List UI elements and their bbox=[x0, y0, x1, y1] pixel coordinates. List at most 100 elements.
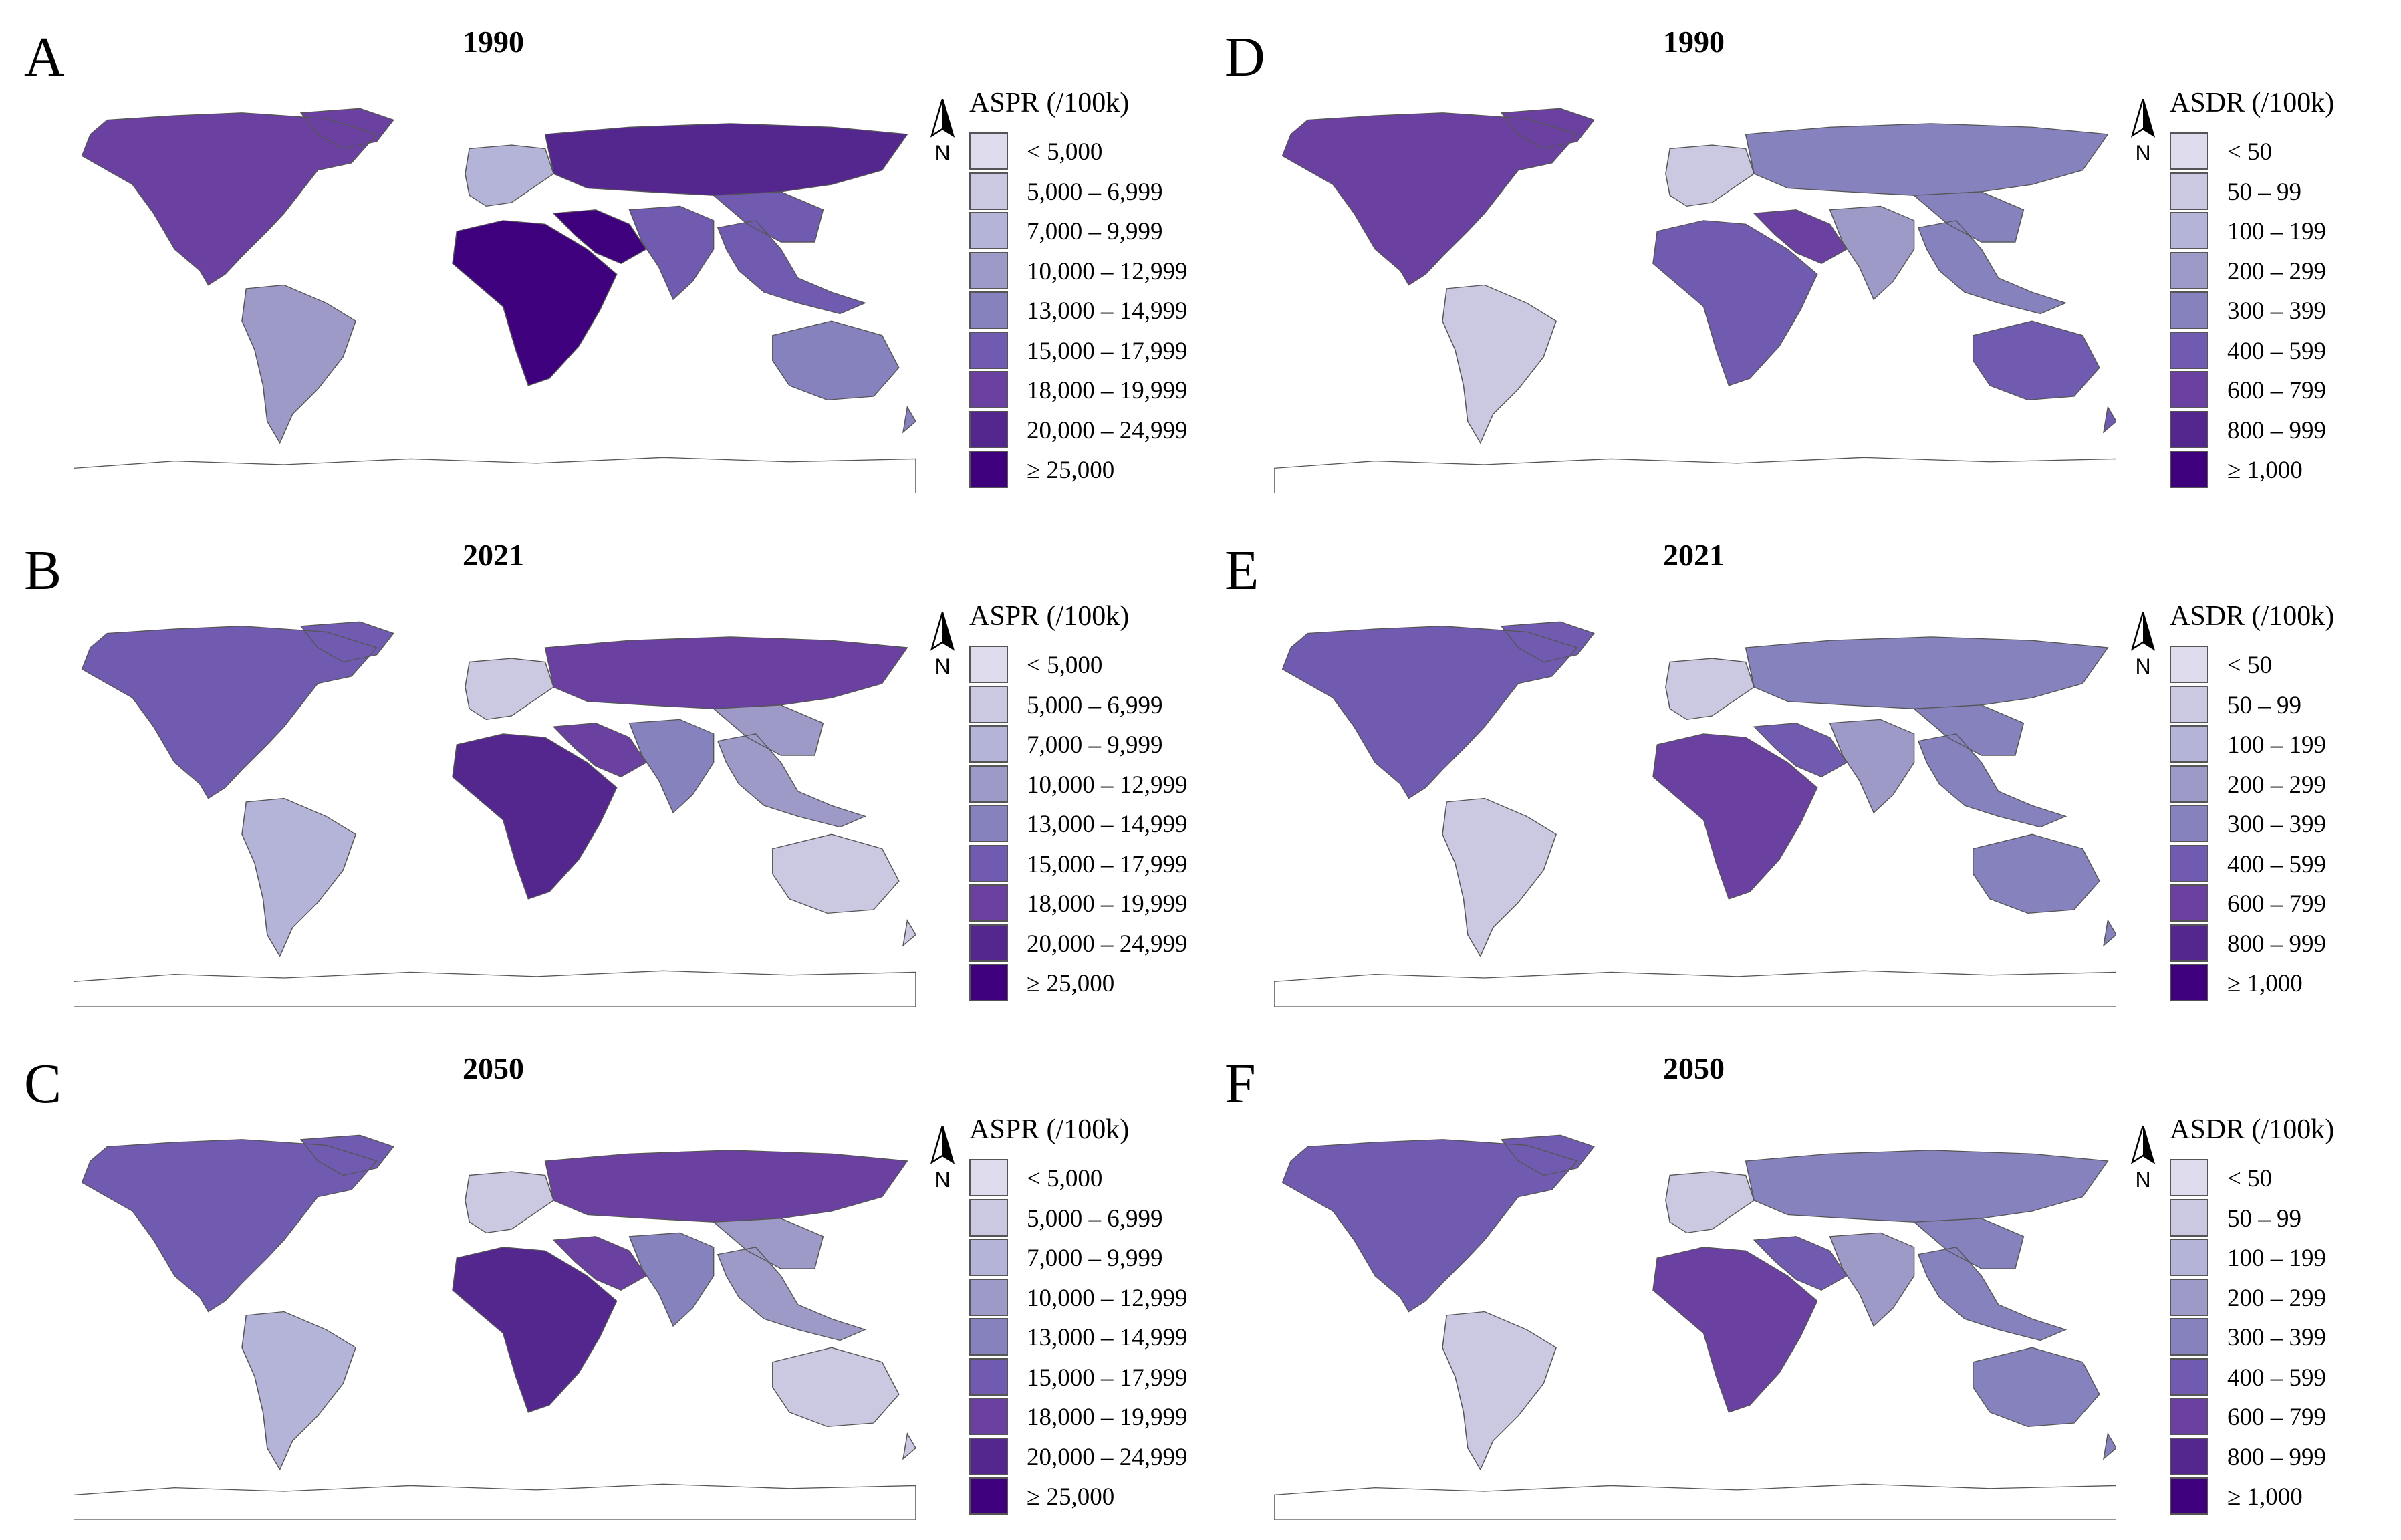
legend-swatch bbox=[2170, 212, 2208, 249]
north-arrow-icon: N bbox=[930, 612, 955, 678]
legend-item: 15,000 – 17,999 bbox=[969, 844, 1196, 884]
region-oceania bbox=[772, 833, 916, 947]
region-oceania bbox=[1973, 1347, 2116, 1460]
legend-label: 20,000 – 24,999 bbox=[1027, 930, 1188, 958]
legend-item: < 50 bbox=[2170, 1159, 2397, 1198]
legend-swatch bbox=[2170, 1398, 2208, 1435]
legend-swatch bbox=[2170, 964, 2208, 1001]
region-africa bbox=[452, 220, 618, 386]
region-europe bbox=[1665, 658, 1755, 721]
region-antarctica bbox=[74, 970, 916, 1007]
legend-label: 7,000 – 9,999 bbox=[1027, 1245, 1163, 1272]
panel-label: E bbox=[1225, 539, 1259, 602]
legend: ASPR (/100k) < 5,000 5,000 – 6,999 7,000 – … bbox=[969, 600, 1196, 1001]
legend-label: < 5,000 bbox=[1027, 652, 1103, 679]
legend: ASPR (/100k) < 5,000 5,000 – 6,999 7,000 – … bbox=[969, 1114, 1196, 1515]
legend-swatch bbox=[969, 251, 1008, 289]
legend-item: 10,000 – 12,999 bbox=[969, 1278, 1196, 1317]
north-arrow-icon: N bbox=[2130, 1126, 2156, 1192]
region-south-america bbox=[241, 1311, 356, 1471]
north-arrow-fill bbox=[942, 1126, 953, 1162]
legend: ASDR (/100k) < 50 50 – 99 100 – 199 200 – 29… bbox=[2170, 87, 2397, 488]
legend-swatch bbox=[969, 1239, 1008, 1276]
legend-item: ≥ 25,000 bbox=[969, 964, 1196, 1003]
legend-item: 200 – 299 bbox=[2170, 1278, 2397, 1317]
legend-swatch bbox=[969, 410, 1008, 448]
region-oceania bbox=[1973, 320, 2116, 434]
region-africa bbox=[452, 733, 618, 900]
region-southeast-asia bbox=[1912, 1218, 2067, 1341]
region-europe bbox=[1665, 1171, 1755, 1234]
legend-item: 100 – 199 bbox=[2170, 725, 2397, 764]
legend: ASDR (/100k) < 50 50 – 99 100 – 199 200 – 29… bbox=[2170, 600, 2397, 1001]
legend-item: ≥ 1,000 bbox=[2170, 964, 2397, 1003]
region-middle-east bbox=[552, 1236, 647, 1291]
legend-swatch bbox=[969, 1477, 1008, 1515]
region-europe bbox=[1665, 144, 1755, 207]
region-antarctica bbox=[74, 457, 916, 493]
legend-label: 50 – 99 bbox=[2227, 1204, 2301, 1233]
legend-item: 7,000 – 9,999 bbox=[969, 725, 1196, 764]
region-north-america bbox=[81, 621, 394, 799]
region-middle-east bbox=[1753, 1236, 1848, 1291]
legend-swatch bbox=[969, 291, 1008, 329]
north-arrow-fill bbox=[2143, 1126, 2154, 1162]
legend-item: 400 – 599 bbox=[2170, 331, 2397, 370]
north-arrow-label: N bbox=[2135, 654, 2150, 678]
legend-swatch bbox=[2170, 1477, 2208, 1515]
legend-label: 400 – 599 bbox=[2227, 1364, 2326, 1392]
legend-swatch bbox=[2170, 884, 2208, 922]
legend-item: 18,000 – 19,999 bbox=[969, 884, 1196, 923]
legend-label: 5,000 – 6,999 bbox=[1027, 691, 1163, 719]
legend-swatch bbox=[969, 765, 1008, 803]
region-russia bbox=[1745, 1150, 2109, 1223]
legend-label: 300 – 399 bbox=[2227, 1324, 2326, 1352]
legend-label: 50 – 99 bbox=[2227, 178, 2301, 206]
legend-label: 10,000 – 12,999 bbox=[1027, 257, 1188, 285]
legend-item: ≥ 25,000 bbox=[969, 1477, 1196, 1516]
region-africa bbox=[1652, 733, 1818, 900]
legend-swatch bbox=[2170, 805, 2208, 842]
legend-swatch bbox=[2170, 132, 2208, 170]
legend-swatch bbox=[969, 212, 1008, 249]
region-north-america bbox=[1281, 108, 1595, 286]
legend-item: 20,000 – 24,999 bbox=[969, 924, 1196, 963]
legend-swatch bbox=[2170, 646, 2208, 683]
panel-title: 2021 bbox=[463, 538, 524, 572]
legend-swatch bbox=[969, 1398, 1008, 1435]
region-southeast-asia bbox=[712, 191, 867, 315]
legend-label: < 50 bbox=[2227, 1165, 2273, 1192]
legend-item: 50 – 99 bbox=[2170, 1198, 2397, 1238]
region-south-america bbox=[241, 284, 356, 444]
legend-label: 13,000 – 14,999 bbox=[1027, 1324, 1188, 1352]
legend-label: 20,000 – 24,999 bbox=[1027, 416, 1188, 444]
legend-label: 18,000 – 19,999 bbox=[1027, 377, 1188, 404]
panel-title: 1990 bbox=[1663, 25, 1725, 59]
legend-item: 13,000 – 14,999 bbox=[969, 1318, 1196, 1357]
legend-title: ASDR (/100k) bbox=[2170, 601, 2335, 632]
legend-label: 5,000 – 6,999 bbox=[1027, 1204, 1163, 1233]
legend-item: 300 – 399 bbox=[2170, 1318, 2397, 1357]
region-russia bbox=[544, 1150, 908, 1223]
legend-label: 600 – 799 bbox=[2227, 377, 2326, 404]
legend-item: 400 – 599 bbox=[2170, 1358, 2397, 1397]
region-antarctica bbox=[74, 1483, 916, 1520]
legend-item: ≥ 25,000 bbox=[969, 451, 1196, 489]
region-north-america bbox=[81, 108, 394, 286]
world-map bbox=[74, 621, 916, 1007]
legend: ASDR (/100k) < 50 50 – 99 100 – 199 200 – 29… bbox=[2170, 1114, 2397, 1515]
region-southeast-asia bbox=[712, 1218, 867, 1341]
legend-label: 100 – 199 bbox=[2227, 1245, 2326, 1272]
legend-item: 15,000 – 17,999 bbox=[969, 1358, 1196, 1397]
legend-label: 200 – 299 bbox=[2227, 771, 2326, 799]
legend-swatch bbox=[969, 685, 1008, 723]
legend-label: 800 – 999 bbox=[2227, 930, 2326, 958]
legend-swatch bbox=[969, 1358, 1008, 1396]
legend-label: 10,000 – 12,999 bbox=[1027, 1284, 1188, 1312]
world-map bbox=[1274, 1134, 2116, 1520]
legend-item: 600 – 799 bbox=[2170, 884, 2397, 923]
legend-swatch bbox=[969, 725, 1008, 763]
region-north-america bbox=[81, 1134, 394, 1313]
legend-swatch bbox=[969, 924, 1008, 962]
legend-swatch bbox=[2170, 685, 2208, 723]
